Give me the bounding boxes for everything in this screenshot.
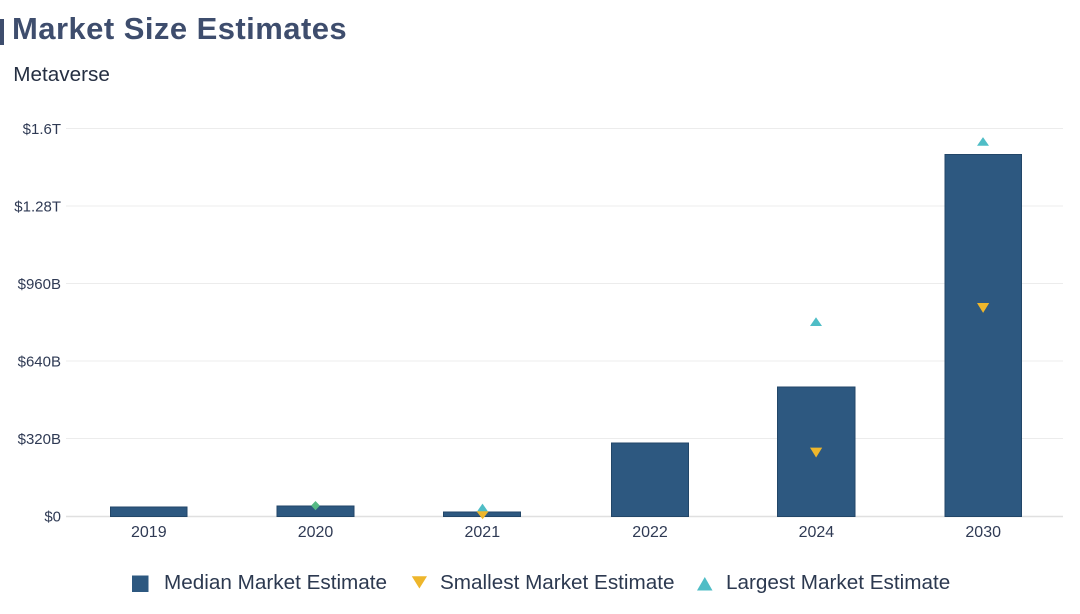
svg-text:2021: 2021 [465,524,501,541]
svg-text:2024: 2024 [799,524,835,541]
svg-text:Median Market Estimate: Median Market Estimate [164,571,387,594]
svg-text:$640B: $640B [18,353,61,370]
svg-text:2020: 2020 [298,524,334,541]
svg-text:2030: 2030 [965,524,1001,541]
svg-text:Metaverse: Metaverse [13,63,110,86]
svg-text:$0: $0 [44,508,61,525]
svg-text:Largest Market Estimate: Largest Market Estimate [726,571,950,594]
svg-text:$1.6T: $1.6T [23,121,61,138]
svg-text:Market Size Estimates: Market Size Estimates [12,11,347,46]
svg-text:$320B: $320B [18,431,61,448]
svg-text:$1.28T: $1.28T [14,198,61,215]
svg-text:$960B: $960B [18,276,61,293]
svg-text:Smallest Market Estimate: Smallest Market Estimate [440,571,675,594]
svg-text:2022: 2022 [632,524,668,541]
svg-text:2019: 2019 [131,524,167,541]
